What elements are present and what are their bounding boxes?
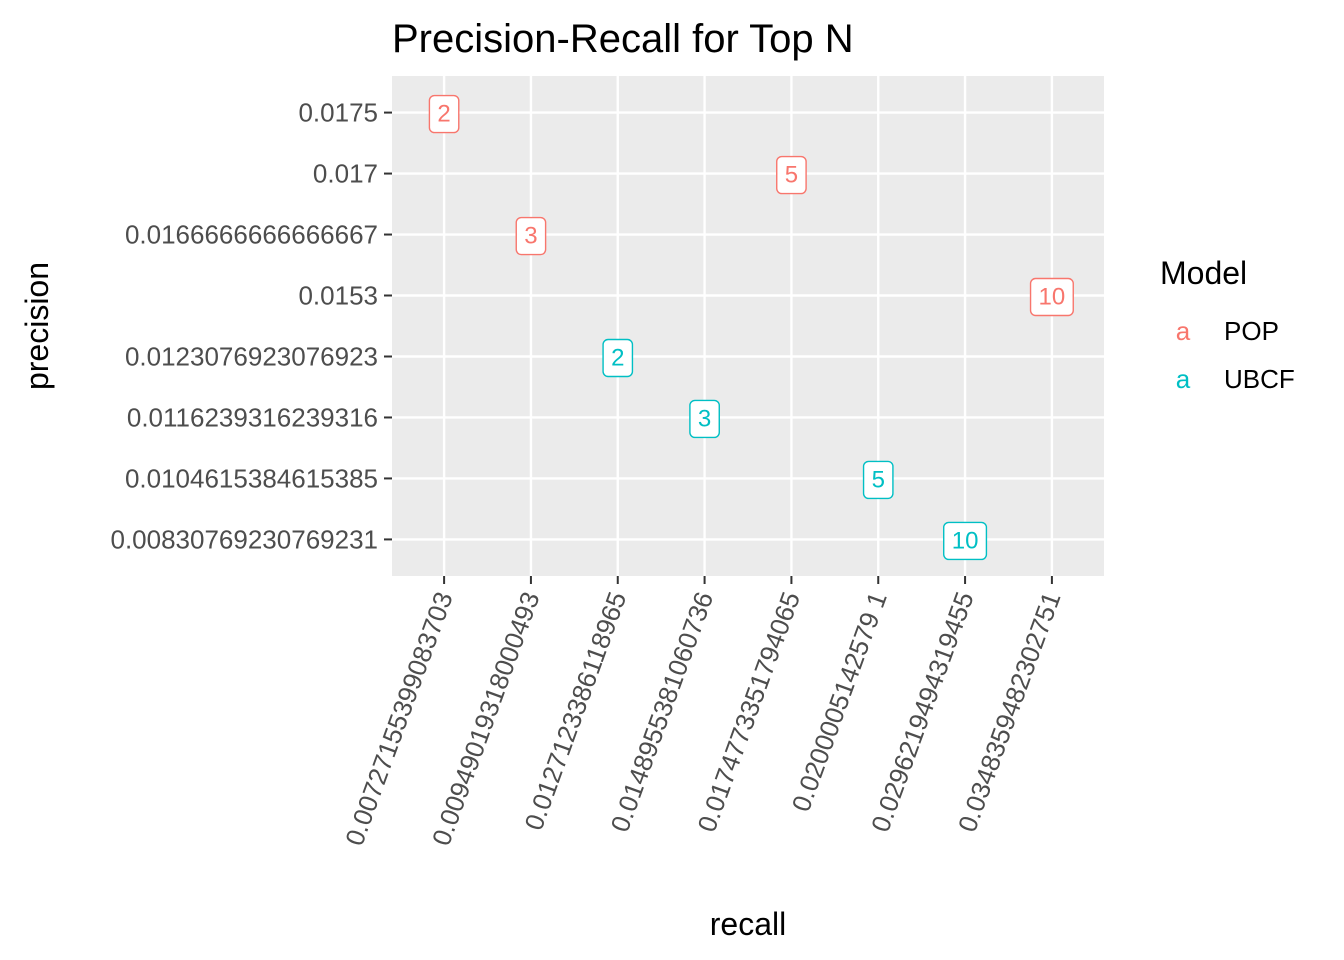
legend-key-pop: a [1176, 316, 1191, 346]
point-label-ubcf: 10 [943, 521, 988, 561]
y-tick-label: 0.0116239316239316 [127, 402, 378, 432]
x-axis-title: recall [710, 906, 786, 942]
point-label-box [1029, 277, 1074, 317]
point-label-text: 10 [952, 527, 979, 554]
point-label-text: 10 [1039, 284, 1066, 311]
point-label-box [943, 521, 988, 561]
y-tick-label: 0.0175 [298, 98, 378, 128]
point-label-box [689, 399, 720, 439]
y-tick-label: 0.0153 [298, 281, 378, 311]
legend-label-pop: POP [1224, 316, 1279, 346]
x-axis: 0.007271553990837030.009490193180004930.… [339, 576, 1067, 849]
legend: Model a POP a UBCF [1160, 255, 1295, 394]
point-label-pop: 5 [776, 155, 807, 195]
chart-title: Precision-Recall for Top N [392, 17, 854, 61]
point-label-text: 2 [437, 101, 450, 128]
point-label-text: 5 [872, 466, 885, 493]
y-tick-label: 0.0104615384615385 [125, 463, 378, 493]
y-tick-label: 0.0123076923076923 [125, 341, 378, 371]
legend-label-ubcf: UBCF [1224, 364, 1295, 394]
point-label-box [602, 338, 634, 378]
point-label-ubcf: 2 [602, 338, 634, 378]
point-label-text: 2 [611, 344, 624, 371]
point-label-pop: 10 [1029, 277, 1074, 317]
point-label-text: 5 [785, 162, 798, 189]
grid-lines [392, 76, 1104, 576]
point-label-box [862, 460, 894, 500]
x-tick-label: 0.0200005142579 1 [786, 588, 893, 816]
point-label-pop: 2 [428, 94, 460, 134]
y-tick-label: 0.017 [313, 159, 378, 189]
point-label-text: 3 [524, 223, 537, 250]
plot-panel [392, 76, 1104, 576]
y-tick-label: 0.00830769230769231 [110, 524, 378, 554]
point-label-pop: 3 [515, 216, 547, 256]
y-axis: 0.00830769230769231 0.0104615384615385 0.0… [110, 98, 392, 554]
legend-key-ubcf: a [1176, 364, 1191, 394]
point-label-box [515, 216, 547, 256]
point-label-ubcf: 3 [689, 399, 720, 439]
legend-title: Model [1160, 255, 1247, 291]
data-labels: 2 3 5 10 2 3 5 10 [428, 94, 1074, 561]
point-label-ubcf: 5 [862, 460, 894, 500]
point-label-box [776, 155, 807, 195]
y-tick-label: 0.0166666666666667 [125, 220, 378, 250]
legend-items: a POP a UBCF [1176, 316, 1295, 394]
point-label-text: 3 [698, 405, 711, 432]
point-label-box [428, 94, 460, 134]
y-axis-title: precision [19, 262, 55, 390]
